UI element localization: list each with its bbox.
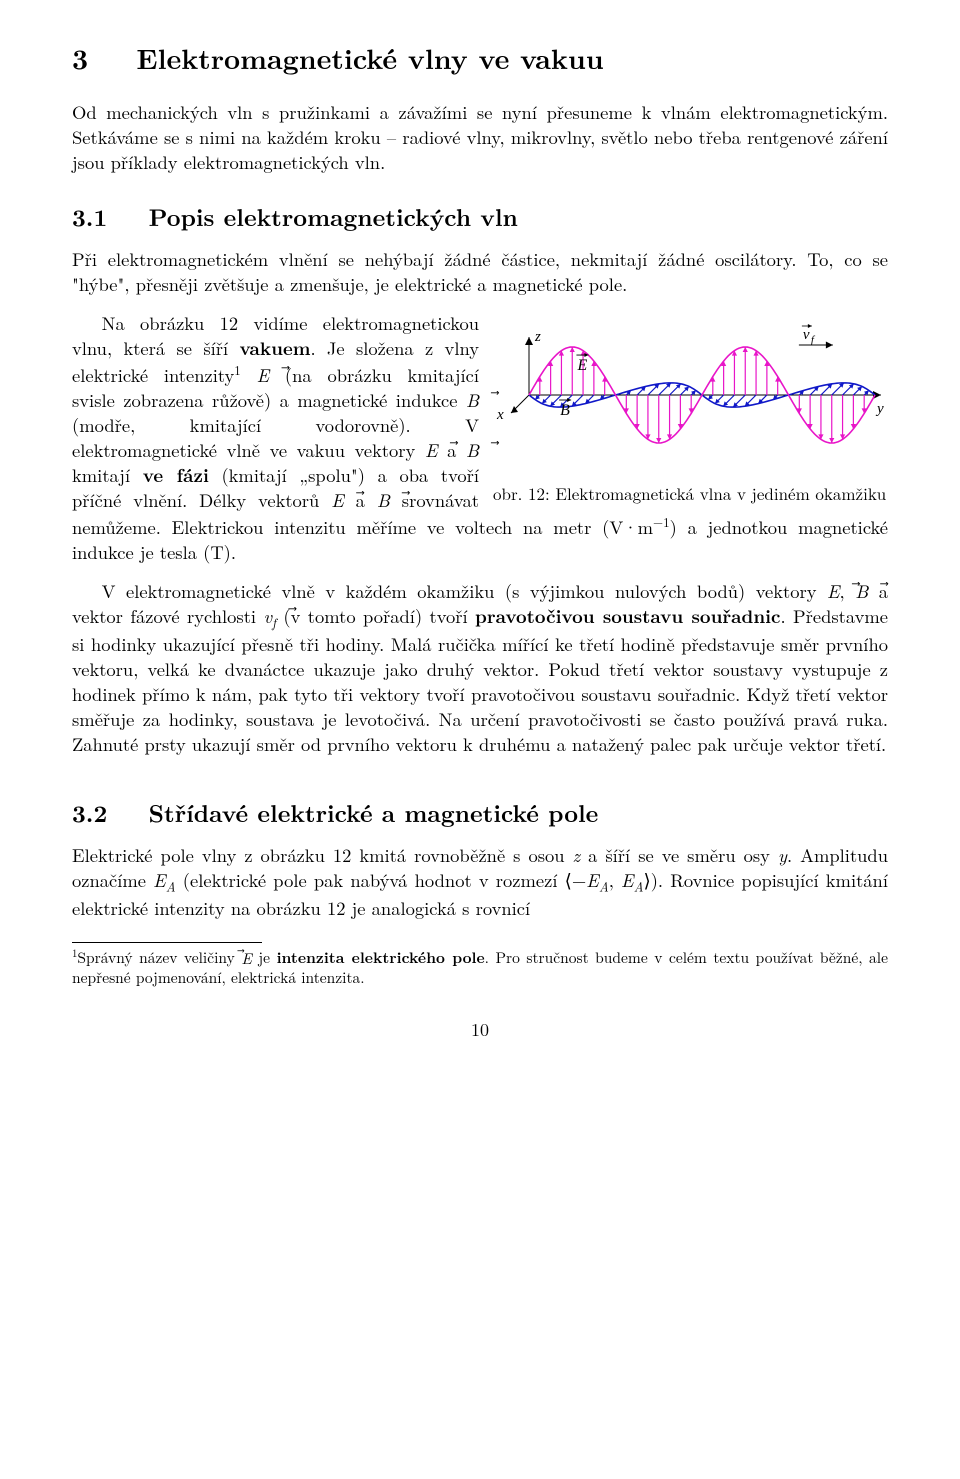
subsection-title: Střídavé elektrické a magnetické pole xyxy=(149,796,599,830)
vector-E: E xyxy=(827,578,840,604)
em-wave-diagram: zxyEBvf xyxy=(493,315,888,470)
svg-text:B: B xyxy=(560,402,570,419)
subsection-heading-2: 3.2 Střídavé elektrické a magnetické pol… xyxy=(72,797,888,829)
svg-text:v: v xyxy=(803,327,810,343)
footnote-ref-1: 1 xyxy=(234,360,240,379)
section-number: 3 xyxy=(72,38,88,78)
section-title: Elektromagnetické vlny ve vakuu xyxy=(136,38,603,78)
paragraph-1: Při elektromagnetickém vlnění se nehýbaj… xyxy=(72,247,888,297)
vector-E: E xyxy=(425,437,438,463)
subsection-number: 3.2 xyxy=(72,796,107,830)
svg-text:f: f xyxy=(811,334,816,346)
page-number: 10 xyxy=(72,1018,888,1042)
subsection-title: Popis elektromagnetických vln xyxy=(149,200,518,234)
intro-paragraph: Od mechanických vln s pružinkami a závaž… xyxy=(72,100,888,175)
vector-E: E xyxy=(331,487,344,513)
vector-B: B xyxy=(466,387,479,413)
vector-B: B xyxy=(855,578,868,604)
subsection-heading-1: 3.1 Popis elektromagnetických vln xyxy=(72,201,888,233)
svg-text:z: z xyxy=(534,329,541,345)
figure-12: zxyEBvf obr. 12: Elektromagnetická vlna … xyxy=(493,315,888,505)
footnote-1: 1Správný název veličiny E je intenzita e… xyxy=(72,947,888,988)
figure-caption: obr. 12: Elektromagnetická vlna v jediné… xyxy=(493,482,888,505)
vector-B: B xyxy=(466,437,479,463)
vector-E: E xyxy=(257,362,270,388)
svg-text:E: E xyxy=(576,357,587,374)
footnote-rule xyxy=(72,942,262,943)
paragraph-4: Elektrické pole vlny z obrázku 12 kmitá … xyxy=(72,843,888,921)
paragraph-3: V elektromagnetické vlně v každém okamži… xyxy=(72,579,888,756)
vector-B: B xyxy=(377,487,390,513)
vector-E: E xyxy=(241,948,252,969)
section-heading: 3 Elektromagnetické vlny ve vakuu xyxy=(72,40,888,78)
subsection-number: 3.1 xyxy=(72,200,107,234)
svg-text:y: y xyxy=(875,401,884,417)
vector-v: v xyxy=(263,603,272,629)
